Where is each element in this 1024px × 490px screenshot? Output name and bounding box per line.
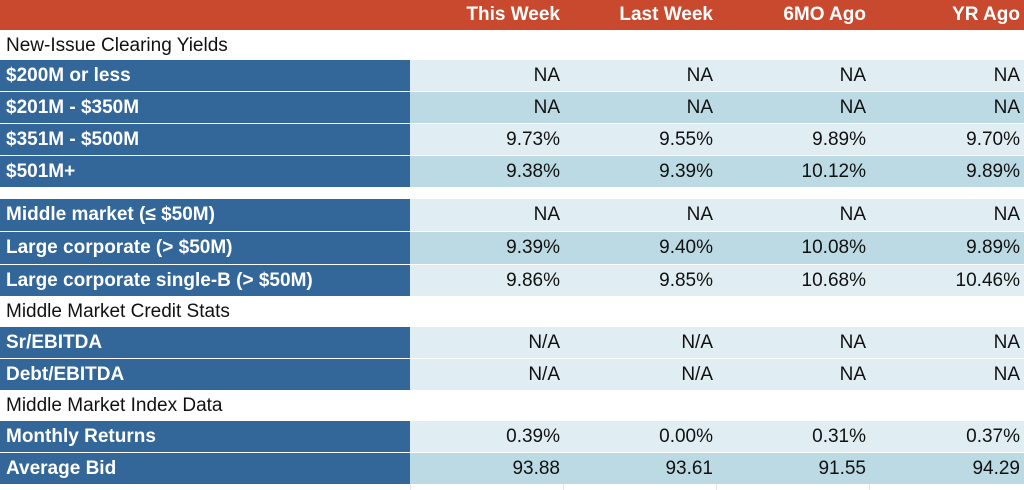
row-values: 9.38% 9.39% 10.12% 9.89%	[410, 156, 1024, 187]
row-label: $200M or less	[0, 60, 410, 91]
table-row: Monthly Returns 0.39% 0.00% 0.31% 0.37%	[0, 421, 1024, 452]
cell-last-week: 9.40%	[659, 237, 713, 258]
table-row: $351M - $500M 9.73% 9.55% 9.89% 9.70%	[0, 124, 1024, 155]
header-yr-ago: YR Ago	[952, 4, 1020, 25]
cell-last-week: 9.39%	[659, 160, 713, 182]
row-values: N/A N/A NA NA	[410, 327, 1024, 358]
cell-6mo-ago: 10.12%	[801, 160, 866, 182]
cell-this-week: NA	[533, 96, 560, 118]
cell-yr-ago: NA	[993, 96, 1020, 118]
row-label: Large corporate single-B (> $50M)	[0, 265, 410, 296]
table-row: $201M - $350M NA NA NA NA	[0, 92, 1024, 123]
row-label: $501M+	[0, 156, 410, 187]
cell-this-week: 0.39%	[506, 425, 560, 447]
cell-6mo-ago: 9.89%	[812, 128, 866, 150]
row-label: $351M - $500M	[0, 124, 410, 155]
cell-6mo-ago: 91.55	[818, 457, 866, 479]
row-label: Debt/EBITDA	[0, 359, 410, 390]
row-values: 9.86% 9.85% 10.68% 10.46%	[410, 265, 1024, 296]
cell-this-week: N/A	[528, 331, 560, 353]
cell-last-week: NA	[686, 96, 713, 118]
cell-last-week: N/A	[681, 331, 713, 353]
row-label: Average Bid	[0, 453, 410, 484]
table-row: Large corporate (> $50M) 9.39% 9.40% 10.…	[0, 232, 1024, 264]
cell-yr-ago: 9.70%	[966, 128, 1020, 150]
table-row: Large corporate single-B (> $50M) 9.86% …	[0, 265, 1024, 296]
cell-yr-ago: 9.89%	[966, 237, 1020, 258]
column-divider	[410, 484, 411, 490]
cell-last-week: NA	[686, 64, 713, 86]
cell-last-week: 9.85%	[659, 269, 713, 291]
cell-this-week: NA	[533, 204, 560, 225]
cell-yr-ago: 9.89%	[966, 160, 1020, 182]
section-header-credit-stats: Middle Market Credit Stats	[0, 296, 1024, 327]
cell-6mo-ago: NA	[839, 331, 866, 353]
row-values: 9.39% 9.40% 10.08% 9.89%	[410, 232, 1024, 264]
cell-this-week: 9.86%	[506, 269, 560, 291]
section-title: Middle Market Credit Stats	[6, 300, 230, 322]
cell-6mo-ago: 10.08%	[801, 237, 866, 258]
cell-6mo-ago: NA	[839, 64, 866, 86]
cell-yr-ago: 94.29	[972, 457, 1020, 479]
row-label: Large corporate (> $50M)	[0, 232, 410, 264]
cell-last-week: 93.61	[665, 457, 713, 479]
cell-6mo-ago: NA	[839, 96, 866, 118]
column-divider	[563, 484, 564, 490]
row-values: 0.39% 0.00% 0.31% 0.37%	[410, 421, 1024, 452]
cell-6mo-ago: 0.31%	[812, 425, 866, 447]
column-divider	[869, 484, 870, 490]
row-label: Monthly Returns	[0, 421, 410, 452]
cell-this-week: NA	[533, 64, 560, 86]
header-6mo-ago: 6MO Ago	[783, 4, 866, 25]
row-values: 9.73% 9.55% 9.89% 9.70%	[410, 124, 1024, 155]
cell-this-week: 9.39%	[506, 237, 560, 258]
section-title: Middle Market Index Data	[6, 395, 223, 416]
table-row: Sr/EBITDA N/A N/A NA NA	[0, 327, 1024, 358]
row-values: 93.88 93.61 91.55 94.29	[410, 453, 1024, 484]
row-label: $201M - $350M	[0, 92, 410, 123]
cell-yr-ago: 0.37%	[966, 425, 1020, 447]
table-row: Debt/EBITDA N/A N/A NA NA	[0, 359, 1024, 390]
section-header-clearing-yields: New-Issue Clearing Yields	[0, 31, 1024, 60]
cell-yr-ago: NA	[993, 64, 1020, 86]
cell-this-week: 93.88	[512, 457, 560, 479]
cell-this-week: 9.73%	[506, 128, 560, 150]
header-last-week: Last Week	[619, 4, 713, 25]
header-this-week: This Week	[466, 4, 560, 25]
cell-last-week: 9.55%	[659, 128, 713, 150]
column-divider	[716, 484, 717, 490]
row-label: Sr/EBITDA	[0, 327, 410, 358]
cell-6mo-ago: NA	[839, 363, 866, 385]
table-row: $200M or less NA NA NA NA	[0, 60, 1024, 91]
row-values: NA NA NA NA	[410, 60, 1024, 91]
cell-6mo-ago: NA	[839, 204, 866, 225]
row-values: NA NA NA NA	[410, 92, 1024, 123]
cell-last-week: NA	[686, 204, 713, 225]
table-row: Middle market (≤ $50M) NA NA NA NA	[0, 199, 1024, 231]
table-row: Average Bid 93.88 93.61 91.55 94.29	[0, 453, 1024, 484]
cell-yr-ago: 10.46%	[955, 269, 1020, 291]
cell-6mo-ago: 10.68%	[801, 269, 866, 291]
row-label: Middle market (≤ $50M)	[0, 199, 410, 231]
cell-last-week: 0.00%	[659, 425, 713, 447]
cell-yr-ago: NA	[993, 331, 1020, 353]
table-header: This Week Last Week 6MO Ago YR Ago	[0, 0, 1024, 30]
cell-yr-ago: NA	[993, 204, 1020, 225]
cell-this-week: 9.38%	[506, 160, 560, 182]
cell-yr-ago: NA	[993, 363, 1020, 385]
section-header-index-data: Middle Market Index Data	[0, 391, 1024, 421]
row-values: NA NA NA NA	[410, 199, 1024, 231]
table-row: $501M+ 9.38% 9.39% 10.12% 9.89%	[0, 156, 1024, 187]
row-values: N/A N/A NA NA	[410, 359, 1024, 390]
cell-this-week: N/A	[528, 363, 560, 385]
section-title: New-Issue Clearing Yields	[6, 34, 228, 56]
cell-last-week: N/A	[681, 363, 713, 385]
